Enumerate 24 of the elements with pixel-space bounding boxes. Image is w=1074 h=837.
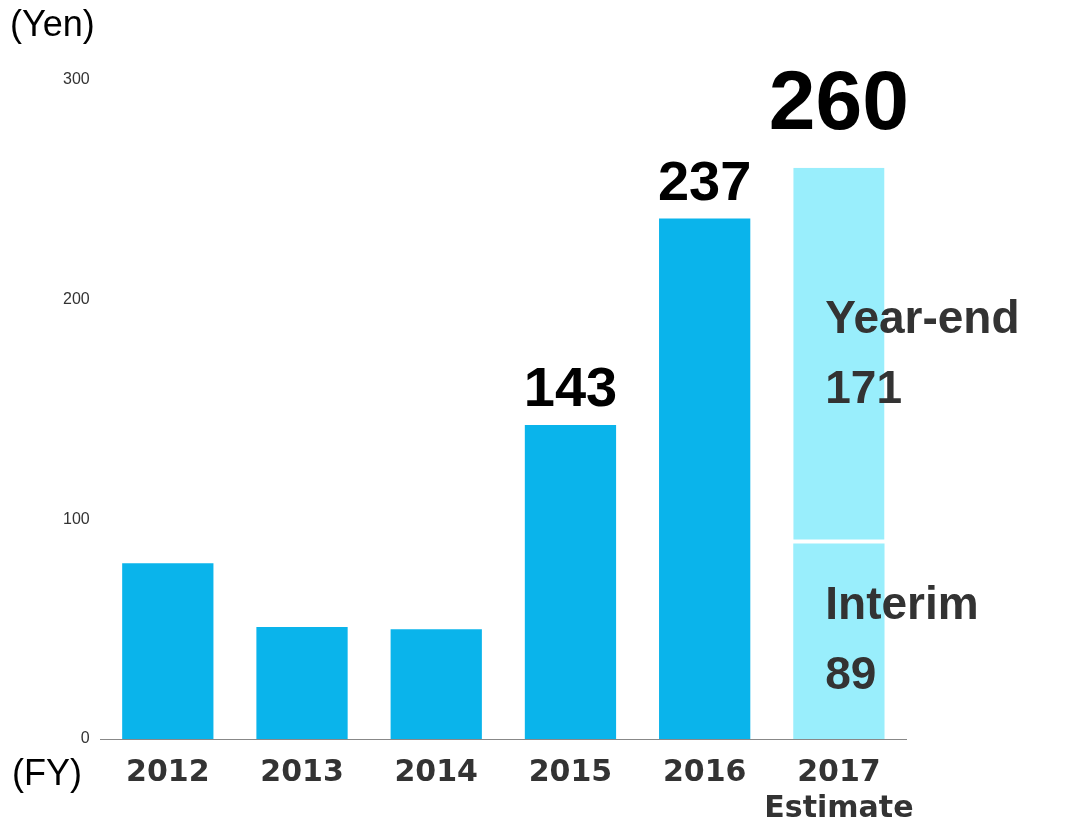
x-tick-label: 2012: [126, 752, 210, 788]
bar: [256, 626, 348, 739]
y-tick-label: 200: [62, 290, 90, 308]
x-tick-label: 2017 Estimate: [764, 752, 914, 824]
y-tick-label: 100: [62, 509, 90, 527]
series-label: Year-end: [825, 291, 1020, 344]
series-label: Interim: [825, 576, 979, 629]
bar: [122, 563, 214, 739]
x-axis-title: (FY): [12, 751, 82, 793]
bar: [659, 218, 751, 739]
bar: [524, 424, 617, 739]
y-axis-title: (Yen): [10, 2, 95, 44]
data-label: 171: [825, 361, 903, 414]
x-tick-label: 2013: [260, 752, 344, 788]
x-tick-label: 2015: [528, 752, 613, 788]
data-label: 143: [523, 355, 618, 419]
y-tick-label: 300: [62, 70, 90, 88]
bar: [390, 629, 482, 739]
data-label: 89: [825, 646, 877, 699]
total-label: 260: [768, 53, 909, 148]
x-tick-label: 2014: [394, 752, 478, 788]
data-label: 237: [657, 148, 752, 212]
y-tick-label: 0: [80, 729, 90, 747]
x-tick-label: 2016: [662, 752, 747, 788]
